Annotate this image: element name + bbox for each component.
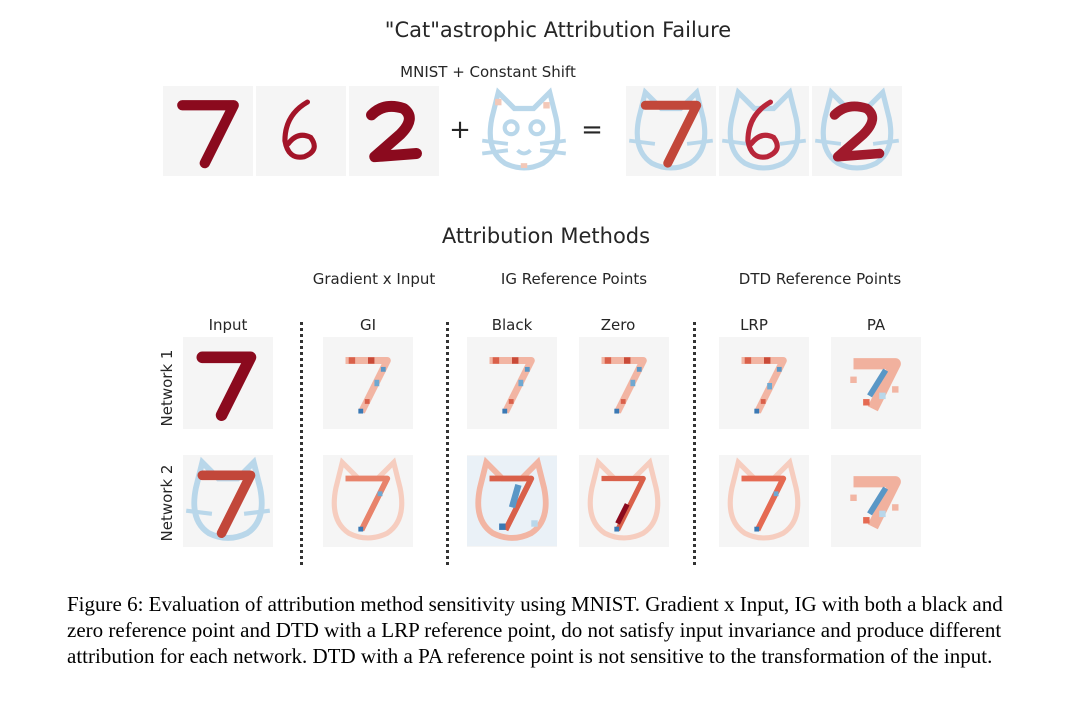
column-label-zero: Zero bbox=[600, 316, 636, 334]
shifted-digit-7-panel bbox=[626, 86, 716, 176]
network2-gi-panel bbox=[323, 455, 413, 547]
mnist-digit-6-panel bbox=[256, 86, 346, 176]
column-label-input: Input bbox=[208, 316, 248, 334]
mnist-digit-7-panel bbox=[163, 86, 253, 176]
equals-sign: = bbox=[581, 115, 603, 145]
network2-zero-panel bbox=[579, 455, 669, 547]
column-label-black: Black bbox=[491, 316, 533, 334]
row-label-network-1: Network 1 bbox=[158, 349, 176, 427]
column-label-lrp: LRP bbox=[740, 316, 768, 334]
top-subtitle: MNIST + Constant Shift bbox=[400, 63, 576, 81]
column-label-gi: GI bbox=[359, 316, 377, 334]
figure-main-title: "Cat"astrophic Attribution Failure bbox=[384, 18, 732, 42]
group-label-dtd-reference-points: DTD Reference Points bbox=[738, 270, 902, 288]
network2-pa-panel bbox=[831, 455, 921, 547]
network2-input-panel bbox=[183, 455, 273, 547]
network1-gi-panel bbox=[323, 337, 413, 429]
cat-shift-panel bbox=[479, 86, 569, 176]
network1-black-panel bbox=[467, 337, 557, 429]
figure-caption: Figure 6: Evaluation of attribution meth… bbox=[67, 592, 1003, 668]
separator-ig-dtd bbox=[693, 322, 696, 565]
group-label-gradient-x-input: Gradient x Input bbox=[312, 270, 436, 288]
mnist-digit-2-panel bbox=[349, 86, 439, 176]
network2-black-panel bbox=[467, 455, 557, 547]
network1-pa-panel bbox=[831, 337, 921, 429]
shifted-digit-6-panel bbox=[719, 86, 809, 176]
separator-gi-ig bbox=[446, 322, 449, 565]
section-title: Attribution Methods bbox=[441, 224, 651, 248]
group-label-ig-reference-points: IG Reference Points bbox=[500, 270, 648, 288]
plus-sign: + bbox=[449, 115, 471, 145]
network1-lrp-panel bbox=[719, 337, 809, 429]
column-label-pa: PA bbox=[866, 316, 886, 334]
network1-zero-panel bbox=[579, 337, 669, 429]
separator-input-gi bbox=[300, 322, 303, 565]
shifted-digit-2-panel bbox=[812, 86, 902, 176]
network1-input-panel bbox=[183, 337, 273, 429]
row-label-network-2: Network 2 bbox=[158, 464, 176, 542]
network2-lrp-panel bbox=[719, 455, 809, 547]
